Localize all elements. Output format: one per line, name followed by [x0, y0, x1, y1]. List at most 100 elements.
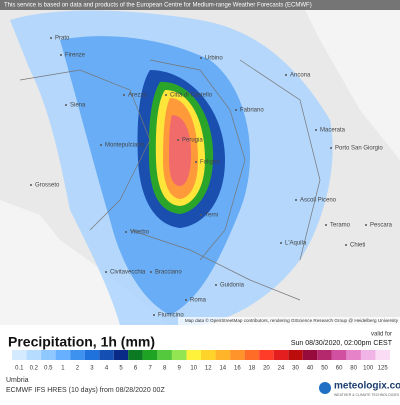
- color-swatch: [99, 350, 114, 360]
- city-dot: [150, 271, 152, 273]
- city-label: Civitavecchia: [110, 270, 146, 276]
- city-label: Terni: [205, 213, 218, 219]
- color-swatch: [273, 350, 289, 360]
- scale-label: 6: [134, 366, 138, 372]
- scale-label: 16: [234, 366, 241, 372]
- precip-red: [169, 115, 192, 186]
- city-label: Guidonia: [220, 283, 245, 289]
- city-label: Prato: [55, 36, 70, 42]
- city-dot: [123, 94, 125, 96]
- legend-title: Precipitation, 1h (mm): [8, 334, 155, 350]
- city-dot: [345, 244, 347, 246]
- city-label: Fiumicino: [158, 313, 184, 319]
- city-dot: [365, 224, 367, 226]
- color-swatch: [302, 350, 318, 360]
- color-swatch: [26, 350, 42, 360]
- scale-label: 20: [263, 366, 270, 372]
- city-dot: [125, 231, 127, 233]
- scale-label: 30: [292, 366, 299, 372]
- color-swatch: [70, 350, 85, 360]
- city-dot: [30, 184, 32, 186]
- scale-label: 18: [249, 366, 256, 372]
- scale-label: 80: [350, 366, 357, 372]
- city-label: Arezzo: [128, 93, 147, 99]
- city-dot: [235, 109, 237, 111]
- city-label: Grosseto: [35, 183, 60, 189]
- city-dot: [177, 139, 179, 141]
- color-swatch: [346, 350, 361, 360]
- color-swatch: [215, 350, 231, 360]
- scale-label: 60: [336, 366, 343, 372]
- city-dot: [50, 37, 52, 39]
- scale-label: 3: [90, 366, 94, 372]
- color-swatch: [113, 350, 129, 360]
- scale-label: 12: [205, 366, 212, 372]
- city-dot: [285, 74, 287, 76]
- color-swatch: [171, 350, 187, 360]
- city-label: Macerata: [320, 128, 346, 134]
- scale-label: 100: [363, 366, 374, 372]
- color-swatch: [157, 350, 172, 360]
- color-swatch: [331, 350, 347, 360]
- color-swatch: [375, 350, 390, 360]
- city-dot: [200, 57, 202, 59]
- city-label: Montepulciano: [105, 143, 145, 149]
- scale-label: 1: [61, 366, 65, 372]
- scale-label: 4: [105, 366, 109, 372]
- region-border: [19, 59, 321, 301]
- city-dot: [153, 314, 155, 316]
- city-dot: [280, 242, 282, 244]
- city-label: Pescara: [370, 223, 393, 229]
- city-dot: [295, 199, 297, 201]
- city-dot: [315, 129, 317, 131]
- scale-label: 0.1: [15, 366, 24, 372]
- scale-label: 50: [321, 366, 328, 372]
- color-swatch: [244, 350, 260, 360]
- scale-label: 10: [190, 366, 197, 372]
- color-swatch: [230, 350, 245, 360]
- logo-icon: [319, 382, 331, 394]
- city-dot: [200, 214, 202, 216]
- city-label: Firenze: [65, 53, 86, 59]
- city-label: Viterbo: [130, 230, 150, 236]
- color-swatch: [360, 350, 376, 360]
- banner-bg: [0, 0, 400, 10]
- city-label: Roma: [190, 298, 207, 304]
- scale-label: 24: [278, 366, 285, 372]
- city-label: Chieti: [350, 243, 365, 249]
- scale-label: 0.2: [30, 366, 39, 372]
- scale-label: 5: [119, 366, 123, 372]
- city-label: Porto San Giorgio: [335, 146, 383, 152]
- scale-label: 2: [76, 366, 80, 372]
- valid-time: Sun 08/30/2020, 02:00pm CEST: [291, 340, 393, 347]
- city-label: Urbino: [205, 56, 223, 62]
- attribution-bg: [178, 317, 400, 325]
- city-label: L'Aquila: [285, 241, 307, 247]
- city-dot: [325, 224, 327, 226]
- city-label: Fabriano: [240, 108, 264, 114]
- brand: meteologix.com: [334, 381, 400, 392]
- city-dot: [105, 271, 107, 273]
- city-dot: [185, 299, 187, 301]
- color-scale: 0.1 0.2 0.5 1 2 3 4 5 6 7 8 9 10 12 14 16 18 20 24 30 40 50 60…: [12, 350, 390, 372]
- city-label: Ancona: [290, 73, 311, 79]
- color-swatch: [142, 350, 158, 360]
- city-dot: [195, 161, 197, 163]
- city-label: Perugia: [182, 138, 203, 144]
- color-swatch: [186, 350, 201, 360]
- city-label: Foligno: [200, 160, 220, 166]
- city-labels: Prato Firenze Siena Arezzo Urbino Città di Ca…: [30, 36, 393, 319]
- scale-label: 40: [307, 366, 314, 372]
- legend-panel: [0, 325, 400, 400]
- color-swatch: [84, 350, 100, 360]
- region-name: Umbria: [6, 377, 29, 384]
- color-swatch: [12, 350, 27, 360]
- color-swatch: [201, 350, 216, 360]
- scale-label: 14: [219, 366, 226, 372]
- model-info: ECMWF IFS HRES (10 days) from 08/28/2020…: [6, 387, 165, 394]
- color-swatch: [55, 350, 71, 360]
- color-swatch: [41, 350, 56, 360]
- color-swatch: [317, 350, 332, 360]
- scale-label: 0.5: [44, 366, 53, 372]
- city-dot: [100, 144, 102, 146]
